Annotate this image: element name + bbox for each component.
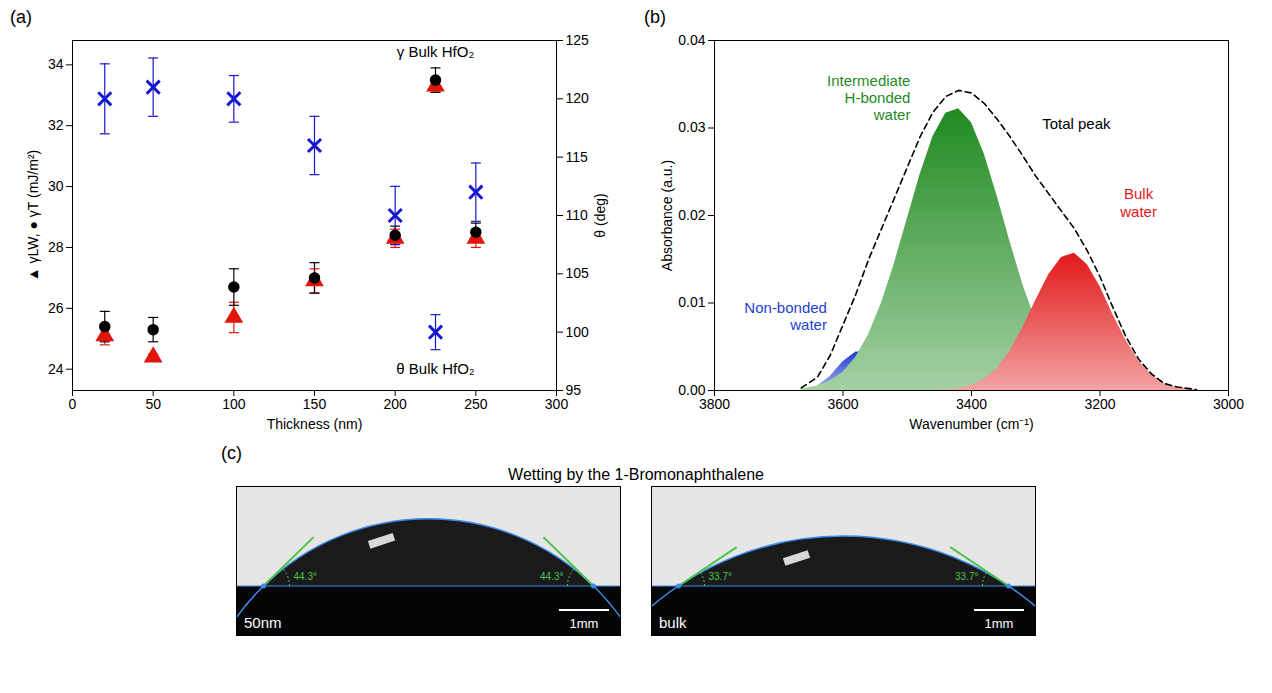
svg-text:Wavenumber (cm⁻¹): Wavenumber (cm⁻¹) <box>909 416 1033 432</box>
html-text:(c): (c) <box>221 443 242 463</box>
svg-text:3400: 3400 <box>956 396 987 412</box>
svg-text:44.3°: 44.3° <box>540 571 563 582</box>
svg-text:32: 32 <box>48 117 64 133</box>
svg-text:3200: 3200 <box>1084 396 1115 412</box>
svg-text:28: 28 <box>48 239 64 255</box>
svg-text:33.7°: 33.7° <box>709 571 732 582</box>
svg-text:1mm: 1mm <box>985 616 1014 631</box>
svg-text:IntermediateH-bondedwater: IntermediateH-bondedwater <box>827 72 910 124</box>
svg-text:95: 95 <box>566 382 582 398</box>
svg-text:Total peak: Total peak <box>1042 115 1111 132</box>
svg-text:200: 200 <box>383 396 407 412</box>
svg-text:105: 105 <box>566 265 590 281</box>
svg-text:100: 100 <box>222 396 246 412</box>
html-text:Wetting by the 1-Bromonaphthal: Wetting by the 1-Bromonaphthalene <box>508 466 764 483</box>
svg-text:▲ γLW, ● γT (mJ/m²): ▲ γLW, ● γT (mJ/m²) <box>25 150 41 281</box>
svg-text:300: 300 <box>545 396 569 412</box>
svg-text:Thickness (nm): Thickness (nm) <box>267 416 363 432</box>
svg-text:Absorbance (a.u.): Absorbance (a.u.) <box>659 160 675 271</box>
svg-text:3800: 3800 <box>699 396 730 412</box>
svg-text:30: 30 <box>48 178 64 194</box>
svg-text:0.02: 0.02 <box>678 207 705 223</box>
svg-text:34: 34 <box>48 56 64 72</box>
svg-text:150: 150 <box>303 396 327 412</box>
svg-text:120: 120 <box>566 90 590 106</box>
svg-text:0: 0 <box>69 396 77 412</box>
html-text:(b): (b) <box>644 7 666 27</box>
svg-text:γ Bulk HfO₂: γ Bulk HfO₂ <box>397 43 475 60</box>
svg-text:110: 110 <box>566 207 589 223</box>
svg-text:44.3°: 44.3° <box>294 571 317 582</box>
svg-text:0.00: 0.00 <box>678 382 705 398</box>
svg-text:1mm: 1mm <box>570 616 599 631</box>
svg-text:100: 100 <box>566 324 590 340</box>
svg-text:0.04: 0.04 <box>678 32 705 48</box>
svg-text:Bulkwater: Bulkwater <box>1119 185 1157 219</box>
svg-text:3000: 3000 <box>1213 396 1244 412</box>
svg-text:3600: 3600 <box>827 396 858 412</box>
svg-text:26: 26 <box>48 300 64 316</box>
svg-text:250: 250 <box>464 396 488 412</box>
svg-text:0.01: 0.01 <box>678 294 705 310</box>
svg-text:24: 24 <box>48 361 64 377</box>
svg-text:0.03: 0.03 <box>678 119 705 135</box>
html-text:(a): (a) <box>10 7 32 27</box>
svg-text:50: 50 <box>145 396 161 412</box>
svg-text:θ (deg): θ (deg) <box>592 193 608 237</box>
svg-text:θ Bulk HfO₂: θ Bulk HfO₂ <box>396 360 475 377</box>
svg-text:33.7°: 33.7° <box>955 571 978 582</box>
svg-text:50nm: 50nm <box>244 614 282 631</box>
svg-text:115: 115 <box>566 149 589 165</box>
svg-text:bulk: bulk <box>659 614 687 631</box>
svg-text:Non-bondedwater: Non-bondedwater <box>744 299 827 333</box>
svg-text:125: 125 <box>566 32 590 48</box>
